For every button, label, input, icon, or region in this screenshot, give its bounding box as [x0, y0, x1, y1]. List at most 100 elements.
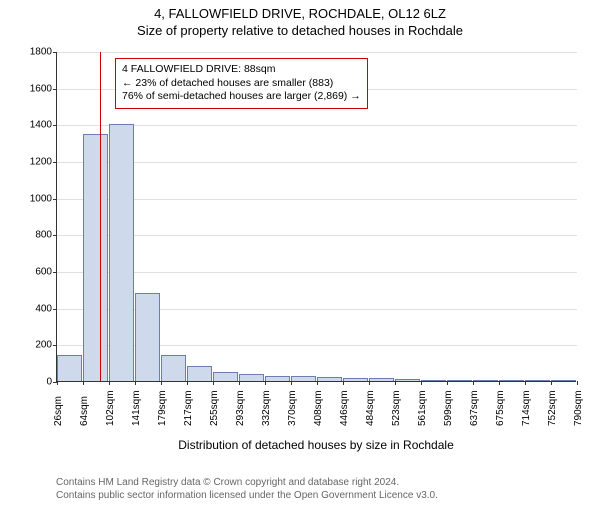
ytick-mark — [53, 89, 57, 90]
xtick-mark — [265, 381, 266, 385]
histogram-bar — [421, 380, 446, 381]
ytick-label: 1800 — [12, 47, 52, 58]
annotation-line: 76% of semi-detached houses are larger (… — [122, 90, 361, 104]
xtick-mark — [369, 381, 370, 385]
ytick-label: 400 — [12, 303, 52, 314]
histogram-bar — [473, 380, 498, 381]
grid-line — [57, 125, 577, 126]
xtick-mark — [343, 381, 344, 385]
xtick-label: 484sqm — [365, 390, 376, 426]
xtick-label: 26sqm — [53, 396, 64, 426]
xtick-mark — [577, 381, 578, 385]
xtick-label: 179sqm — [157, 390, 168, 426]
xtick-mark — [317, 381, 318, 385]
histogram-bar — [395, 379, 420, 381]
grid-line — [57, 52, 577, 53]
grid-line — [57, 199, 577, 200]
xtick-mark — [213, 381, 214, 385]
grid-line — [57, 235, 577, 236]
plot-area: 4 FALLOWFIELD DRIVE: 88sqm← 23% of detac… — [56, 52, 576, 382]
xtick-mark — [161, 381, 162, 385]
histogram-bar — [109, 124, 134, 381]
chart-container: Number of detached properties 4 FALLOWFI… — [56, 52, 576, 422]
xtick-label: 561sqm — [417, 390, 428, 426]
xtick-mark — [395, 381, 396, 385]
xtick-label: 293sqm — [235, 390, 246, 426]
annotation-box: 4 FALLOWFIELD DRIVE: 88sqm← 23% of detac… — [115, 58, 368, 109]
xtick-label: 752sqm — [547, 390, 558, 426]
annotation-line: 4 FALLOWFIELD DRIVE: 88sqm — [122, 63, 361, 77]
xtick-mark — [421, 381, 422, 385]
ytick-label: 200 — [12, 340, 52, 351]
histogram-bar — [239, 374, 264, 381]
histogram-bar — [83, 134, 108, 382]
xtick-label: 523sqm — [391, 390, 402, 426]
xtick-label: 255sqm — [209, 390, 220, 426]
reference-line — [100, 52, 101, 381]
page-title-line1: 4, FALLOWFIELD DRIVE, ROCHDALE, OL12 6LZ — [0, 6, 600, 21]
histogram-bar — [343, 378, 368, 381]
histogram-bar — [317, 377, 342, 381]
xtick-label: 408sqm — [313, 390, 324, 426]
xtick-label: 637sqm — [469, 390, 480, 426]
xtick-mark — [109, 381, 110, 385]
ytick-label: 600 — [12, 267, 52, 278]
ytick-mark — [53, 162, 57, 163]
ytick-mark — [53, 309, 57, 310]
histogram-bar — [57, 355, 82, 381]
xtick-label: 790sqm — [573, 390, 584, 426]
ytick-label: 1600 — [12, 83, 52, 94]
footer-line-1: Contains HM Land Registry data © Crown c… — [56, 476, 438, 489]
ytick-mark — [53, 272, 57, 273]
histogram-bar — [265, 376, 290, 382]
xtick-mark — [551, 381, 552, 385]
histogram-bar — [213, 372, 238, 381]
xtick-mark — [239, 381, 240, 385]
histogram-bar — [291, 376, 316, 381]
xtick-label: 217sqm — [183, 390, 194, 426]
ytick-mark — [53, 199, 57, 200]
xtick-label: 332sqm — [261, 390, 272, 426]
ytick-label: 1200 — [12, 157, 52, 168]
ytick-mark — [53, 52, 57, 53]
page-title-line2: Size of property relative to detached ho… — [0, 23, 600, 38]
xtick-label: 64sqm — [79, 396, 90, 426]
xtick-mark — [83, 381, 84, 385]
ytick-label: 1400 — [12, 120, 52, 131]
xtick-label: 446sqm — [339, 390, 350, 426]
xtick-label: 370sqm — [287, 390, 298, 426]
footer-line-2: Contains public sector information licen… — [56, 489, 438, 502]
histogram-bar — [161, 355, 186, 381]
xtick-mark — [57, 381, 58, 385]
ytick-label: 0 — [12, 377, 52, 388]
histogram-bar — [525, 380, 550, 381]
ytick-label: 1000 — [12, 193, 52, 204]
xtick-mark — [135, 381, 136, 385]
ytick-label: 800 — [12, 230, 52, 241]
histogram-bar — [369, 378, 394, 381]
xtick-label: 675sqm — [495, 390, 506, 426]
footer-attribution: Contains HM Land Registry data © Crown c… — [56, 476, 438, 502]
xtick-mark — [291, 381, 292, 385]
histogram-bar — [499, 380, 524, 381]
histogram-bar — [135, 293, 160, 381]
grid-line — [57, 162, 577, 163]
ytick-mark — [53, 125, 57, 126]
xtick-mark — [525, 381, 526, 385]
histogram-bar — [187, 366, 212, 381]
xtick-label: 102sqm — [105, 390, 116, 426]
ytick-mark — [53, 235, 57, 236]
xtick-mark — [447, 381, 448, 385]
xtick-label: 599sqm — [443, 390, 454, 426]
annotation-line: ← 23% of detached houses are smaller (88… — [122, 77, 361, 91]
x-axis-label: Distribution of detached houses by size … — [56, 438, 576, 452]
xtick-mark — [187, 381, 188, 385]
histogram-bar — [447, 380, 472, 381]
xtick-label: 141sqm — [131, 390, 142, 426]
histogram-bar — [551, 380, 576, 381]
grid-line — [57, 272, 577, 273]
ytick-mark — [53, 345, 57, 346]
xtick-label: 714sqm — [521, 390, 532, 426]
xtick-mark — [499, 381, 500, 385]
xtick-mark — [473, 381, 474, 385]
